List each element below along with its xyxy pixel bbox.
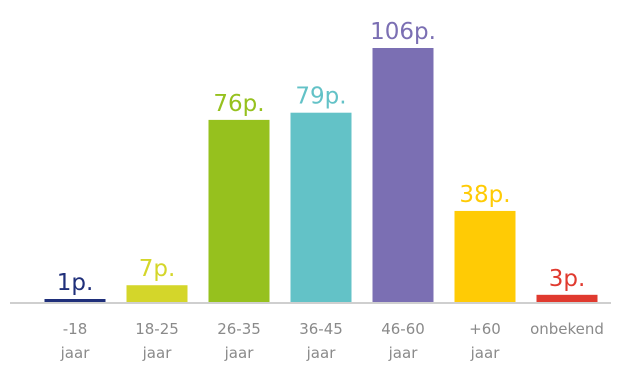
category-label-2-line-1: jaar <box>224 344 255 362</box>
bar-3 <box>290 112 352 302</box>
category-label-3: 36-45 jaar <box>299 320 343 362</box>
category-label-5-line-1: jaar <box>470 344 501 362</box>
category-label-0-line-0: -18 <box>63 320 88 338</box>
value-labels-group: 1p. 7p. 76p. 79p. 106p. 38p. 3p. <box>57 19 586 296</box>
category-label-6-line-0: onbekend <box>530 320 604 338</box>
bar-0 <box>44 299 106 302</box>
category-label-2-line-0: 26-35 <box>217 320 261 338</box>
value-label-1: 7p. <box>139 256 176 282</box>
category-label-2: 26-35 jaar <box>217 320 261 362</box>
value-label-2: 76p. <box>213 91 264 117</box>
category-label-5-line-0: +60 <box>469 320 501 338</box>
value-label-6: 3p. <box>549 266 586 292</box>
category-label-0-line-1: jaar <box>60 344 91 362</box>
category-label-4: 46-60 jaar <box>381 320 425 362</box>
bar-6 <box>536 294 598 302</box>
category-label-4-line-0: 46-60 <box>381 320 425 338</box>
category-label-1: 18-25 jaar <box>135 320 179 362</box>
category-label-5: +60 jaar <box>469 320 501 362</box>
bars-group <box>44 48 598 302</box>
category-labels-group: -18 jaar 18-25 jaar 26-35 jaar 36-45 jaar 46-60 j… <box>60 320 604 362</box>
value-label-3: 79p. <box>295 84 346 110</box>
bar-4 <box>372 48 434 302</box>
bar-1 <box>126 285 188 302</box>
value-label-0: 1p. <box>57 270 94 296</box>
category-label-4-line-1: jaar <box>388 344 419 362</box>
category-label-3-line-0: 36-45 <box>299 320 343 338</box>
value-label-5: 38p. <box>459 182 510 208</box>
category-label-0: -18 jaar <box>60 320 91 362</box>
bar-2 <box>208 119 270 302</box>
value-label-4: 106p. <box>370 19 436 45</box>
category-label-3-line-1: jaar <box>306 344 337 362</box>
bar-5 <box>454 210 516 302</box>
category-label-1-line-1: jaar <box>142 344 173 362</box>
category-label-6: onbekend <box>530 320 604 338</box>
category-label-1-line-0: 18-25 <box>135 320 179 338</box>
